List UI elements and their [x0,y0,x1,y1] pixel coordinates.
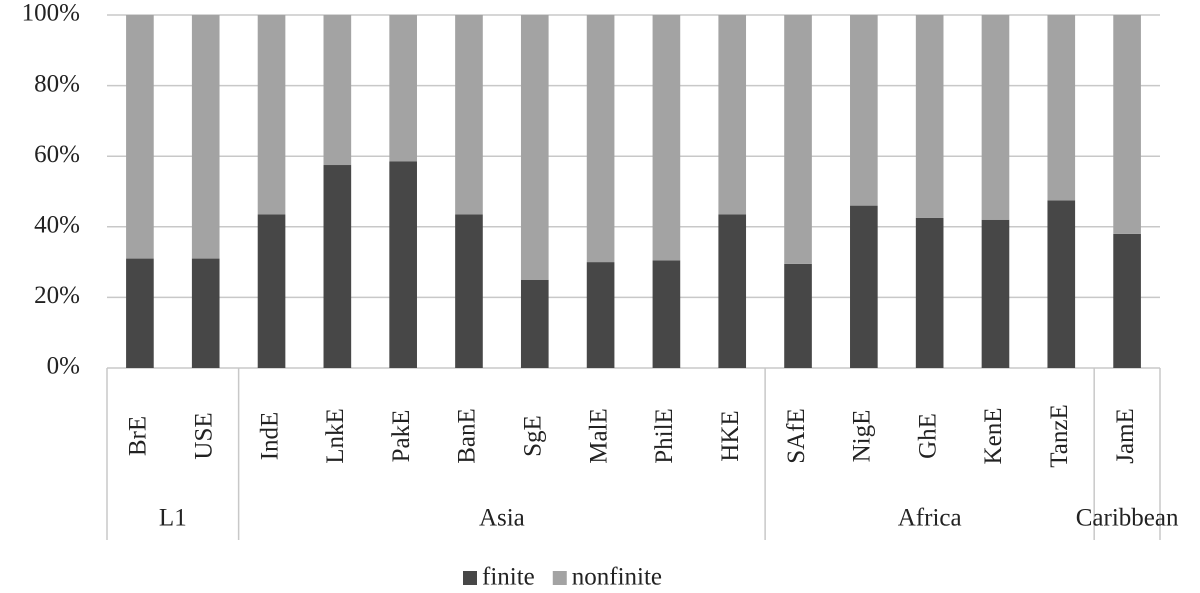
group-label: Caribbean [1076,505,1179,532]
bar-segment [1047,200,1076,368]
y-tick-label: 100% [22,0,80,27]
y-tick-label: 40% [34,212,80,239]
group-label: L1 [159,505,187,532]
bar-segment [652,15,681,261]
bar-segment [126,258,154,368]
legend-swatch [463,571,477,585]
bar-segment [191,258,220,368]
bar-segment [455,214,483,368]
bar-segment [981,219,1010,368]
bar-segment [455,15,483,215]
bar-segment [850,205,878,368]
x-tick-label: SAfE [783,408,810,464]
bar-segment [257,15,286,215]
legend-label: finite [482,564,535,591]
bar-segment [520,15,549,280]
bar-segment [1113,233,1141,368]
x-tick-label: SgE [520,415,547,457]
bar-segment [850,15,878,206]
x-tick-label: USE [190,412,217,459]
y-tick-label: 20% [34,282,80,309]
bar-segment [784,263,812,368]
bar-segment [718,15,747,215]
bar-segment [257,214,286,368]
x-tick-label: GhE [914,413,941,459]
x-tick-label: NigE [849,410,876,463]
bar-segment [652,260,681,368]
x-tick-label: LnkE [322,408,349,464]
x-tick-label: JamE [1112,408,1139,464]
bar-segment [323,165,352,368]
x-tick-label: BanE [454,408,481,464]
x-tick-label: MalE [585,408,612,464]
legend-swatch [552,571,567,585]
bar-segment [915,15,944,218]
bar-segment [1113,15,1141,234]
bar-segment [323,15,352,166]
y-tick-label: 0% [47,353,80,380]
bar-segment [718,214,747,368]
x-tick-label: BrE [125,416,152,456]
group-label: Africa [898,505,962,532]
bar-segment [586,15,615,263]
group-label: Asia [479,505,525,532]
x-tick-label: HKE [717,410,744,461]
bar-segment [126,15,154,259]
bar-segment [520,279,549,368]
bar-segment [389,15,417,162]
bar-segment [191,15,220,259]
x-tick-label: TanzE [1046,404,1073,468]
x-tick-label: PhilE [651,408,678,464]
x-tick-label: IndE [256,412,283,461]
legend-label: nonfinite [572,564,662,591]
bar-segment [915,217,944,368]
bar-segment [981,15,1010,220]
bar-segment [784,15,812,264]
bar-segment [586,262,615,368]
y-tick-label: 60% [34,141,80,168]
x-tick-label: PakE [388,410,415,463]
y-tick-label: 80% [34,70,80,97]
x-tick-label: KenE [980,408,1007,465]
bar-segment [1047,15,1076,201]
bar-segment [389,161,417,368]
